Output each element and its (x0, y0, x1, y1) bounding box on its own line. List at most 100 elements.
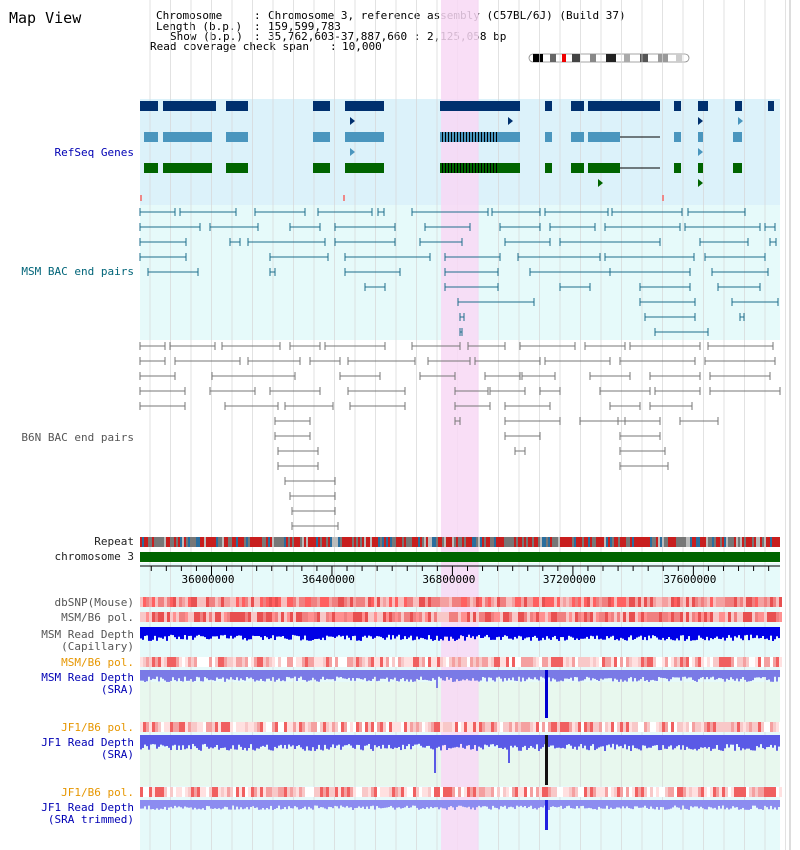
jf1-trim-depth-bar (328, 800, 330, 807)
jf1-trim-depth-bar (690, 800, 692, 807)
msm-pol2-cell (770, 657, 773, 667)
jf1-sra-depth-bar (690, 735, 692, 750)
jf1-trim-depth-bar (722, 800, 724, 806)
dbsnp-cell (413, 597, 416, 607)
msm-pol-cell (692, 612, 695, 622)
msm-cap-depth-bar (746, 627, 748, 635)
msm-pol2-cell (551, 657, 554, 667)
jf1-sra-depth-bar (778, 735, 780, 747)
jf1-pol2-cell (284, 787, 287, 797)
msm-cap-depth-bar (188, 627, 190, 636)
msm-pol-cell (227, 612, 230, 622)
repeat-mark (458, 537, 460, 547)
jf1-pol2-cell (701, 787, 704, 797)
chromosome-ideogram-icon[interactable] (528, 52, 690, 64)
jf1-sra-depth-bar (448, 735, 450, 749)
msm-sra-depth-bar (270, 670, 272, 681)
msm-pol-cell (206, 612, 209, 622)
dbsnp-cell (572, 597, 575, 607)
dbsnp-cell (215, 597, 218, 607)
msm-cap-depth-bar (364, 627, 366, 636)
repeat-mark (714, 537, 716, 547)
jf1-sra-depth-bar (246, 735, 248, 751)
repeat-mark (722, 537, 724, 547)
repeat-mark (390, 537, 392, 547)
msm-pol-cell (170, 612, 173, 622)
repeat-mark (646, 537, 648, 547)
jf1-sra-depth-bar (494, 735, 496, 747)
gene-exon (313, 132, 330, 142)
msm-sra-depth-bar (448, 670, 450, 680)
jf1-pol-cell (233, 722, 236, 732)
jf1-sra-depth-bar (746, 735, 748, 749)
msm-pol2-cell (488, 657, 491, 667)
jf1-pol-cell (494, 722, 497, 732)
jf1-trim-depth-bar (610, 800, 612, 808)
msm-cap-depth-bar (734, 627, 736, 637)
msm-pol-cell (506, 612, 509, 622)
repeat-mark (284, 537, 286, 547)
jf1-pol-cell (215, 722, 218, 732)
msm-cap-depth-bar (362, 627, 364, 637)
msm-pol2-cell (470, 657, 473, 667)
repeat-mark (254, 537, 256, 547)
msm-sra-depth-bar (146, 670, 148, 682)
jf1-pol-cell (470, 722, 473, 732)
msm-cap-depth-bar (576, 627, 578, 639)
msm-cap-depth-bar (614, 627, 616, 641)
msm-sra-depth-bar (222, 670, 224, 678)
jf1-trim-depth-bar (248, 800, 250, 810)
msm-pol2-cell (596, 657, 599, 667)
msm-cap-depth-bar (768, 627, 770, 641)
dbsnp-cell (497, 597, 500, 607)
jf1-sra-depth-bar (354, 735, 356, 749)
msm-pol-cell (710, 612, 713, 622)
jf1-sra-depth-bar (538, 735, 540, 751)
dbsnp-cell (224, 597, 227, 607)
exon-mark (493, 132, 494, 142)
msm-sra-depth-bar (470, 670, 472, 681)
repeat-mark (328, 537, 330, 547)
msm-sra-depth-bar (410, 670, 412, 680)
repeat-mark (490, 537, 492, 547)
msm-cap-depth-bar (728, 627, 730, 636)
jf1-pol2-cell (275, 787, 278, 797)
msm-pol-cell (422, 612, 425, 622)
jf1-sra-depth-bar (626, 735, 628, 750)
msm-sra-depth-bar (498, 670, 500, 677)
dbsnp-cell (737, 597, 740, 607)
msm-pol2-cell (686, 657, 689, 667)
repeat-mark (730, 537, 732, 547)
jf1-sra-depth-bar (380, 735, 382, 749)
dbsnp-cell (755, 597, 758, 607)
gene-arrow (350, 117, 355, 125)
msm-pol2-cell (692, 657, 695, 667)
repeat-mark (304, 537, 306, 547)
msm-sra-depth-bar (216, 670, 218, 678)
jf1-trim-depth-bar (172, 800, 174, 809)
dbsnp-cell (254, 597, 257, 607)
jf1-pol-cell (317, 722, 320, 732)
repeat-mark (192, 537, 194, 547)
jf1-trim-depth-bar (560, 800, 562, 806)
jf1-trim-depth-bar (234, 800, 236, 810)
msm-pol-cell (152, 612, 155, 622)
dbsnp-cell (725, 597, 728, 607)
msm-cap-depth-bar (358, 627, 360, 641)
jf1-pol-cell (674, 722, 677, 732)
msm-cap-depth-bar (622, 627, 624, 639)
jf1-sra-depth-bar (674, 735, 676, 749)
jf1-pol2-cell (752, 787, 755, 797)
jf1-sra-depth-bar (190, 735, 192, 750)
jf1-trim-depth-bar (556, 800, 558, 808)
jf1-pol2-cell (242, 787, 245, 797)
jf1-sra-depth-bar (324, 735, 326, 745)
msm-cap-depth-bar (180, 627, 182, 640)
label-line: (SRA) (100, 748, 134, 761)
repeat-mark (614, 537, 616, 547)
jf1-sra-depth-bar (252, 735, 254, 750)
dbsnp-cell (272, 597, 275, 607)
jf1-trim-depth-bar (772, 800, 774, 810)
dbsnp-cell (386, 597, 389, 607)
